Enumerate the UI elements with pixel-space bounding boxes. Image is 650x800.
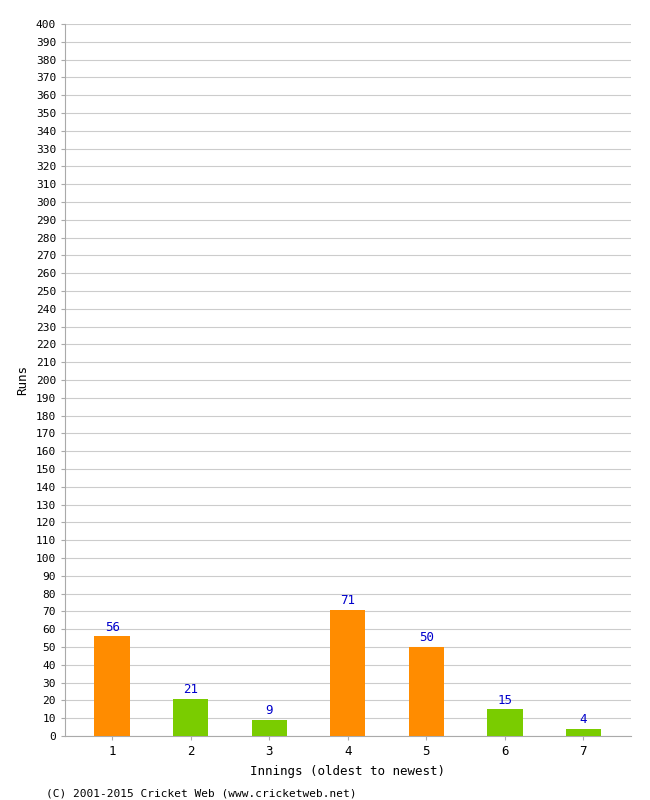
Y-axis label: Runs: Runs (16, 365, 29, 395)
Bar (252, 720, 287, 736)
Text: 56: 56 (105, 621, 120, 634)
Bar (487, 710, 523, 736)
Text: 50: 50 (419, 631, 434, 644)
Bar (409, 647, 444, 736)
X-axis label: Innings (oldest to newest): Innings (oldest to newest) (250, 765, 445, 778)
Text: 15: 15 (497, 694, 512, 706)
Bar (173, 698, 209, 736)
Text: 21: 21 (183, 683, 198, 696)
Text: 71: 71 (340, 594, 356, 607)
Text: 4: 4 (580, 714, 587, 726)
Bar (94, 636, 130, 736)
Text: (C) 2001-2015 Cricket Web (www.cricketweb.net): (C) 2001-2015 Cricket Web (www.cricketwe… (46, 788, 356, 798)
Text: 9: 9 (265, 704, 273, 718)
Bar (330, 610, 365, 736)
Bar (566, 729, 601, 736)
